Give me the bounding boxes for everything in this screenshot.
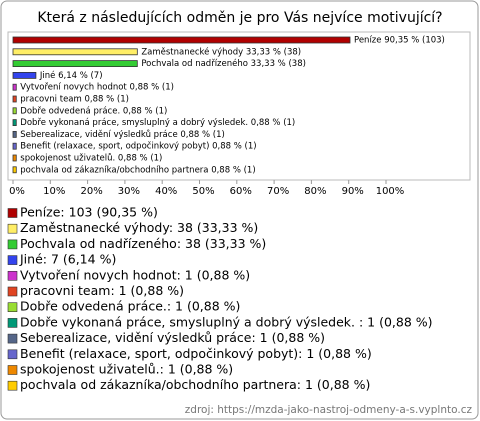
legend-label: pochvala od zákazníka/obchodního partner… (20, 377, 370, 392)
legend-swatch (7, 318, 18, 328)
bar-label: Jiné 6,14 % (7) (39, 70, 103, 81)
bar (12, 130, 17, 138)
legend-swatch (7, 365, 18, 375)
bar (12, 154, 17, 162)
legend-swatch (7, 208, 18, 218)
legend-label: Jiné: 7 (6,14 %) (19, 252, 116, 267)
bar (12, 119, 17, 126)
legend-swatch (7, 270, 18, 281)
source: zdroj: https://mzda-jako-nastroj-odmeny-… (185, 404, 473, 416)
legend-label: Peníze: 103 (90,35 %) (20, 205, 158, 220)
x-tick-label: 60% (230, 186, 252, 197)
legend-label: Seberealizace, vidění výsledků práce: 1 … (20, 330, 325, 345)
bar (12, 95, 17, 103)
bar-label: Dobře odvedená práce. 0,88 % (1) (20, 106, 167, 116)
bar (12, 142, 17, 150)
legend-label: spokojenost uživatelů.: 1 (0,88 %) (20, 362, 233, 377)
bar-label: Benefit (relaxace, sport, odpočinkový po… (20, 141, 256, 152)
x-tick-label: 30% (118, 186, 140, 197)
x-tick-label: 20% (80, 186, 102, 197)
x-tick-label: 0% (9, 186, 25, 197)
legend-label: pracovni team: 1 (0,88 %) (20, 283, 184, 298)
legend-label: Dobře odvedená práce.: 1 (0,88 %) (20, 299, 240, 314)
bar-label: Dobře vykonaná práce, smysluplný a dobrý… (20, 118, 295, 128)
x-tick-label: 80% (304, 186, 326, 197)
legend-swatch (7, 255, 18, 265)
legend-swatch (7, 302, 18, 313)
legend-label: Dobře vykonaná práce, smysluplný a dobrý… (20, 314, 433, 329)
x-tick-label: 40% (155, 186, 177, 197)
bar (12, 72, 37, 79)
bar-label: pochvala od zákazníka/obchodního partner… (20, 165, 255, 175)
bar (12, 60, 138, 67)
chart-title: Která z následujících odměn je pro Vás n… (37, 10, 442, 26)
bar-label: Vytvoření novych hodnot 0,88 % (1) (20, 83, 174, 93)
plot-frame (7, 31, 471, 181)
bar (12, 48, 138, 56)
legend-label: Pochvala od nadřízeného: 38 (33,33 %) (20, 236, 266, 251)
legend-label: Benefit (relaxace, sport, odpočinkový po… (20, 346, 372, 361)
legend-swatch (7, 380, 18, 391)
x-tick-label: 70% (267, 186, 289, 197)
legend-swatch (7, 223, 18, 234)
x-tick-label: 50% (192, 186, 214, 197)
legend-swatch (7, 239, 18, 250)
bar-label: Seberealizace, vidění výsledků práce 0,8… (20, 129, 225, 140)
x-tick-label: 90% (342, 186, 364, 197)
bar (12, 107, 17, 115)
legend-label: Vytvoření novych hodnot: 1 (0,88 %) (20, 267, 250, 282)
legend-label: Zaměstnanecké výhody: 38 (33,33 %) (20, 220, 258, 235)
bar (12, 83, 17, 91)
x-tick-label: 10% (43, 186, 65, 197)
legend-swatch (7, 333, 18, 344)
bar (12, 166, 17, 174)
bar-label: Pochvala od nadřízeného 33,33 % (38) (141, 58, 306, 69)
legend-swatch (7, 349, 18, 360)
bar-label: Peníze 90,35 % (103) (354, 36, 445, 46)
bar (12, 36, 351, 44)
bar-label: Zaměstnanecké výhody 33,33 % (38) (141, 46, 301, 57)
bar-label: spokojenost uživatelů. 0,88 % (1) (20, 153, 162, 164)
x-tick-label: 100% (376, 186, 405, 197)
legend-swatch (7, 286, 18, 297)
bar-label: pracovni team 0,88 % (1) (20, 95, 129, 105)
